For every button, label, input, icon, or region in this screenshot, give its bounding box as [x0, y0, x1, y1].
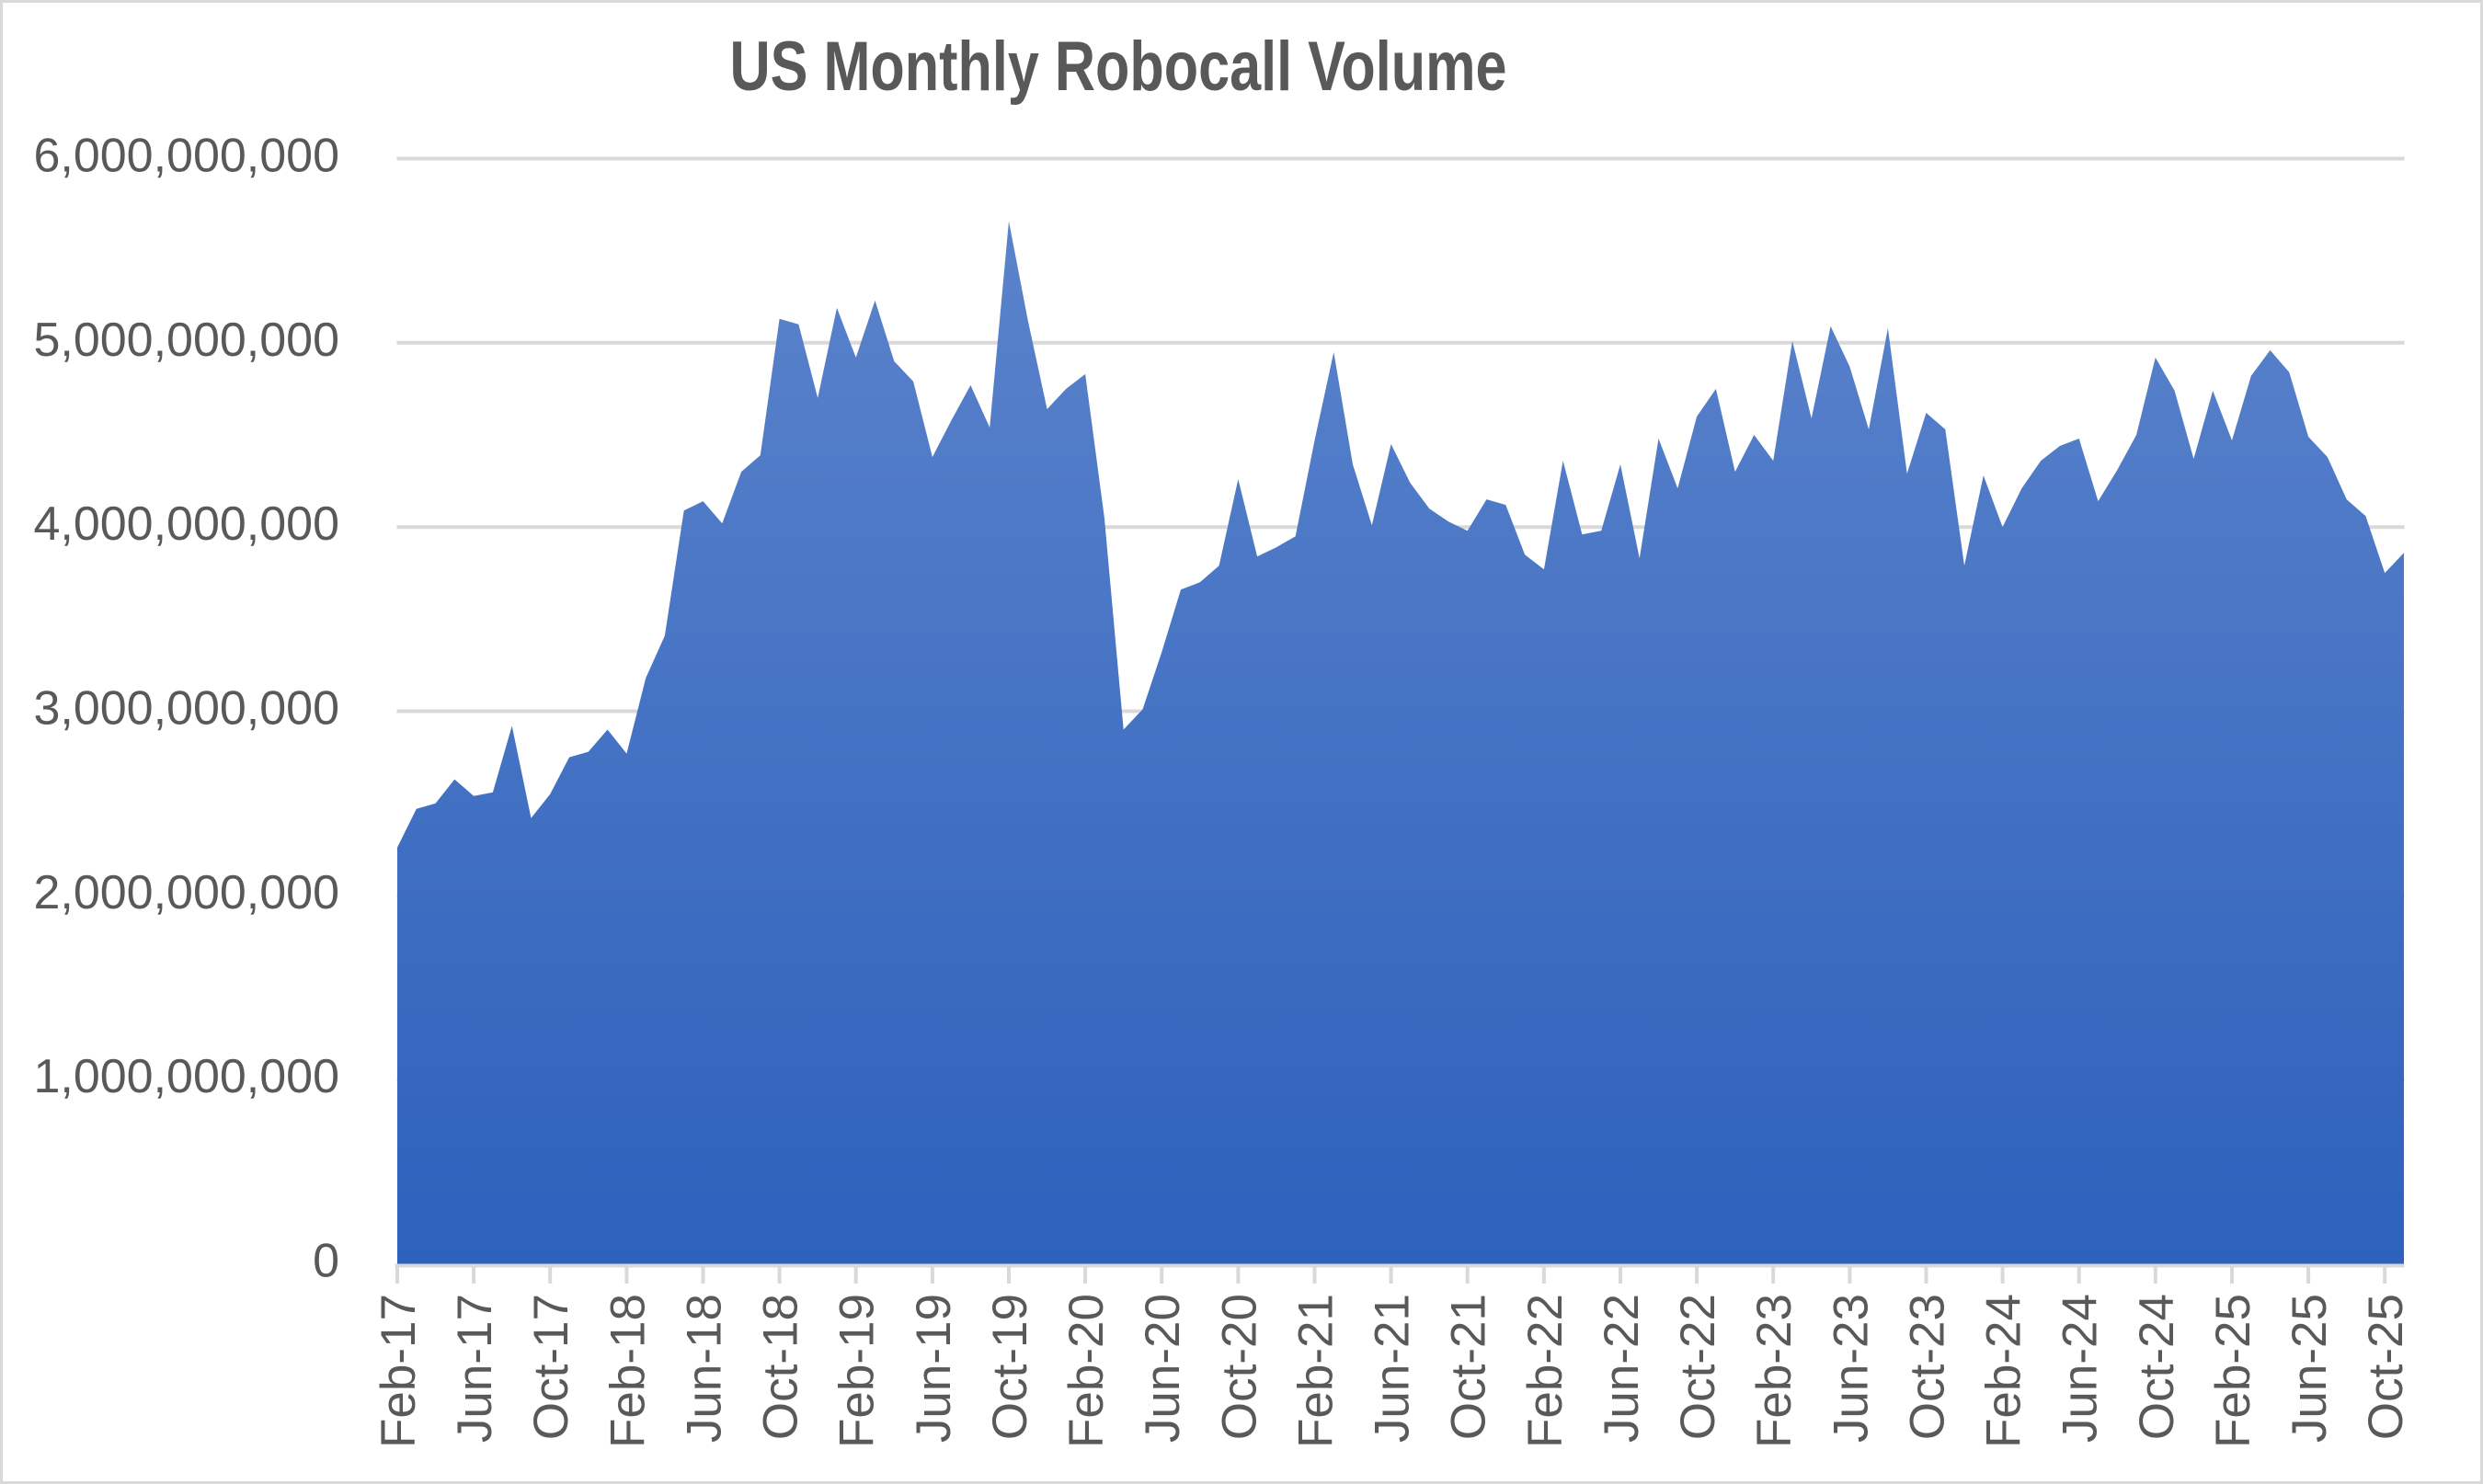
- svg-text:1,000,000,000: 1,000,000,000: [33, 1050, 339, 1103]
- svg-text:Jun-23: Jun-23: [1824, 1294, 1878, 1443]
- svg-text:Feb-19: Feb-19: [830, 1294, 885, 1448]
- svg-text:Feb-21: Feb-21: [1289, 1294, 1344, 1448]
- svg-text:Jun-22: Jun-22: [1595, 1294, 1649, 1443]
- svg-text:6,000,000,000: 6,000,000,000: [33, 130, 339, 183]
- svg-text:Feb-25: Feb-25: [2206, 1294, 2260, 1448]
- svg-text:Jun-17: Jun-17: [448, 1294, 502, 1443]
- svg-text:Jun-20: Jun-20: [1136, 1294, 1190, 1443]
- svg-text:5,000,000,000: 5,000,000,000: [33, 314, 339, 367]
- svg-text:Oct-21: Oct-21: [1442, 1294, 1496, 1440]
- svg-text:Feb-24: Feb-24: [1977, 1294, 2031, 1448]
- svg-text:Oct-20: Oct-20: [1212, 1294, 1266, 1440]
- svg-text:Oct-25: Oct-25: [2359, 1294, 2413, 1440]
- svg-text:3,000,000,000: 3,000,000,000: [33, 682, 339, 736]
- svg-text:Jun-18: Jun-18: [678, 1294, 732, 1443]
- svg-text:Feb-18: Feb-18: [601, 1294, 655, 1448]
- svg-text:Feb-17: Feb-17: [372, 1294, 426, 1448]
- svg-text:Feb-23: Feb-23: [1747, 1294, 1802, 1448]
- svg-text:Jun-21: Jun-21: [1366, 1294, 1420, 1443]
- svg-text:Jun-24: Jun-24: [2054, 1294, 2108, 1443]
- svg-text:Oct-18: Oct-18: [754, 1294, 808, 1440]
- svg-text:Oct-23: Oct-23: [1901, 1294, 1955, 1440]
- svg-text:Oct-19: Oct-19: [983, 1294, 1037, 1440]
- svg-text:Jun-25: Jun-25: [2283, 1294, 2337, 1443]
- svg-text:Oct-24: Oct-24: [2130, 1294, 2184, 1440]
- svg-text:0: 0: [313, 1235, 339, 1288]
- svg-text:2,000,000,000: 2,000,000,000: [33, 866, 339, 919]
- svg-text:4,000,000,000: 4,000,000,000: [33, 497, 339, 551]
- svg-text:Oct-17: Oct-17: [524, 1294, 578, 1440]
- svg-text:Jun-19: Jun-19: [907, 1294, 961, 1443]
- svg-text:US Monthly Robocall Volume: US Monthly Robocall Volume: [730, 28, 1507, 106]
- svg-text:Feb-20: Feb-20: [1059, 1294, 1114, 1448]
- svg-text:Feb-22: Feb-22: [1518, 1294, 1573, 1448]
- svg-text:Oct-22: Oct-22: [1671, 1294, 1725, 1440]
